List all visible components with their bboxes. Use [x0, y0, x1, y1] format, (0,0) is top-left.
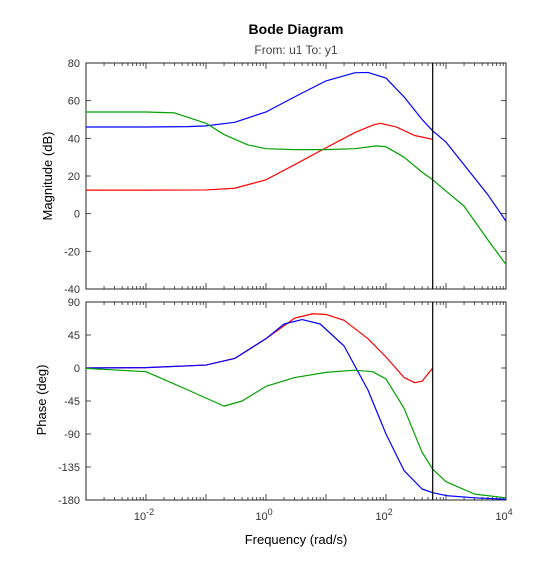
phase-axis-label: Phase (deg): [34, 365, 49, 436]
magnitude-y-tick-label: 60: [68, 96, 80, 108]
magnitude-plot-frame: [85, 62, 507, 290]
phase-panel: -180 -135 -90 -45 0 45 90 10-2 100 102 104: [58, 297, 513, 523]
magnitude-y-tick-label: 80: [68, 58, 80, 70]
magnitude-y-tick-label: 40: [68, 133, 80, 145]
magnitude-series-red: [86, 122, 433, 191]
magnitude-panel: -40 -20 0 20 40 60 80: [64, 58, 507, 296]
x-tick-label: 104: [495, 507, 512, 523]
phase-y-tick-label: 90: [68, 297, 80, 309]
phase-y-tick-label: 45: [68, 330, 80, 342]
phase-y-tick-label: -90: [64, 429, 80, 441]
x-tick-label: 10-2: [134, 507, 154, 523]
phase-y-tick-label: -180: [58, 495, 80, 507]
frequency-axis-label: Frequency (rad/s): [245, 532, 348, 547]
magnitude-y-tick-label: 0: [74, 209, 80, 221]
magnitude-axis-label: Magnitude (dB): [40, 132, 55, 221]
magnitude-y-tick-label: 20: [68, 171, 80, 183]
magnitude-y-tick-label: -40: [64, 284, 80, 296]
phase-series-green: [86, 367, 506, 499]
phase-y-tick-label: -45: [64, 396, 80, 408]
magnitude-y-tick-label: -20: [64, 246, 80, 258]
phase-plot-frame: [85, 301, 507, 501]
magnitude-series-green: [86, 111, 506, 265]
phase-y-tick-label: 0: [74, 363, 80, 375]
chart-subtitle: From: u1 To: y1: [254, 43, 337, 57]
x-tick-label: 100: [255, 507, 272, 523]
phase-y-tick-label: -135: [58, 462, 80, 474]
x-tick-label: 102: [375, 507, 392, 523]
phase-series-blue: [86, 319, 506, 500]
magnitude-series-blue: [86, 71, 506, 222]
chart-title: Bode Diagram: [249, 21, 344, 37]
